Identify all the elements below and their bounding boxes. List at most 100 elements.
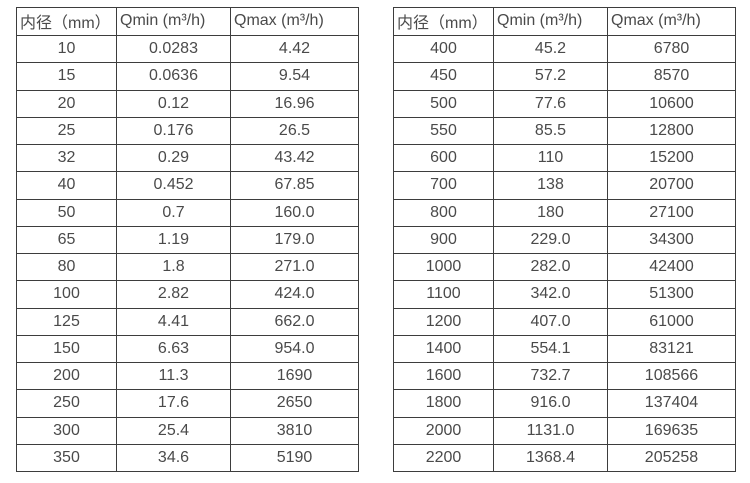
table-cell: 83121 — [607, 334, 736, 364]
table-cell: 65 — [16, 225, 117, 255]
table-row: 20 0.12 16.96 — [16, 89, 359, 118]
table-cell: 43.42 — [230, 143, 359, 173]
table-cell: 0.0636 — [116, 62, 231, 91]
table-cell: 169635 — [607, 416, 736, 445]
table-cell: 110 — [493, 143, 608, 173]
table-cell: 9.54 — [230, 62, 359, 91]
table-cell: 229.0 — [493, 225, 608, 255]
flow-rate-tables: 内径（mm） Qmin (m³/h) Qmax (m³/h) 10 0.0283 4… — [16, 7, 736, 473]
table-cell: 1800 — [393, 389, 494, 418]
table-cell: 108566 — [607, 361, 736, 391]
table-header: 内径（mm） Qmin (m³/h) Qmax (m³/h) — [16, 7, 359, 36]
table-row: 65 1.19 179.0 — [16, 225, 359, 255]
header-qmin: Qmin (m³/h) — [116, 7, 231, 36]
table-cell: 15 — [16, 62, 117, 91]
table-cell: 0.29 — [116, 143, 231, 173]
table-cell: 11.3 — [116, 361, 231, 391]
table-cell: 0.12 — [116, 89, 231, 118]
table-row: 2000 1131.0 169635 — [393, 416, 736, 445]
table-row: 1100 342.0 51300 — [393, 280, 736, 309]
table-cell: 51300 — [607, 280, 736, 309]
table-cell: 1.19 — [116, 225, 231, 255]
table-cell: 200 — [16, 361, 117, 391]
table-cell: 1368.4 — [493, 443, 608, 473]
table-cell: 1.8 — [116, 252, 231, 282]
table-row: 150 6.63 954.0 — [16, 334, 359, 364]
table-row: 500 77.6 10600 — [393, 89, 736, 118]
table-cell: 15200 — [607, 143, 736, 173]
table-cell: 125 — [16, 307, 117, 336]
header-diameter: 内径（mm） — [16, 7, 117, 36]
table-cell: 180 — [493, 198, 608, 227]
table-cell: 1131.0 — [493, 416, 608, 445]
table-cell: 6.63 — [116, 334, 231, 364]
table-cell: 25.4 — [116, 416, 231, 445]
table-row: 15 0.0636 9.54 — [16, 62, 359, 91]
header-row: 内径（mm） Qmin (m³/h) Qmax (m³/h) — [393, 7, 736, 36]
table-row: 25 0.176 26.5 — [16, 116, 359, 146]
table-row: 2200 1368.4 205258 — [393, 443, 736, 473]
table-cell: 12800 — [607, 116, 736, 146]
table-cell: 1400 — [393, 334, 494, 364]
table-row: 100 2.82 424.0 — [16, 280, 359, 309]
table-row: 32 0.29 43.42 — [16, 143, 359, 173]
table-cell: 4.41 — [116, 307, 231, 336]
table-cell: 179.0 — [230, 225, 359, 255]
header-qmin: Qmin (m³/h) — [493, 7, 608, 36]
table-cell: 20700 — [607, 171, 736, 200]
table-cell: 450 — [393, 62, 494, 91]
flow-rate-table-large-diameters: 内径（mm） Qmin (m³/h) Qmax (m³/h) 400 45.2 67… — [393, 7, 736, 473]
table-row: 250 17.6 2650 — [16, 389, 359, 418]
table-cell: 85.5 — [493, 116, 608, 146]
header-qmax: Qmax (m³/h) — [607, 7, 736, 36]
table-cell: 0.7 — [116, 198, 231, 227]
table-row: 300 25.4 3810 — [16, 416, 359, 445]
table-cell: 4.42 — [230, 34, 359, 64]
table-cell: 61000 — [607, 307, 736, 336]
table-row: 700 138 20700 — [393, 171, 736, 200]
table-cell: 0.452 — [116, 171, 231, 200]
table-cell: 34.6 — [116, 443, 231, 473]
table-cell: 10 — [16, 34, 117, 64]
table-header: 内径（mm） Qmin (m³/h) Qmax (m³/h) — [393, 7, 736, 36]
table-row: 1200 407.0 61000 — [393, 307, 736, 336]
header-row: 内径（mm） Qmin (m³/h) Qmax (m³/h) — [16, 7, 359, 36]
table-cell: 2000 — [393, 416, 494, 445]
header-diameter: 内径（mm） — [393, 7, 494, 36]
table-cell: 954.0 — [230, 334, 359, 364]
table-cell: 10600 — [607, 89, 736, 118]
table-row: 400 45.2 6780 — [393, 34, 736, 64]
table-cell: 40 — [16, 171, 117, 200]
table-row: 200 11.3 1690 — [16, 361, 359, 391]
table-cell: 900 — [393, 225, 494, 255]
table-row: 800 180 27100 — [393, 198, 736, 227]
table-cell: 2200 — [393, 443, 494, 473]
table-cell: 20 — [16, 89, 117, 118]
table-cell: 2650 — [230, 389, 359, 418]
table-cell: 732.7 — [493, 361, 608, 391]
table-row: 1800 916.0 137404 — [393, 389, 736, 418]
table-cell: 80 — [16, 252, 117, 282]
table-cell: 45.2 — [493, 34, 608, 64]
table-cell: 700 — [393, 171, 494, 200]
table-row: 125 4.41 662.0 — [16, 307, 359, 336]
table-cell: 1000 — [393, 252, 494, 282]
table-body: 400 45.2 6780 450 57.2 8570 500 77.6 10600 550 85.… — [393, 34, 736, 473]
table-cell: 1600 — [393, 361, 494, 391]
table-row: 1000 282.0 42400 — [393, 252, 736, 282]
table-cell: 50 — [16, 198, 117, 227]
table-cell: 0.176 — [116, 116, 231, 146]
table-cell: 342.0 — [493, 280, 608, 309]
table-cell: 800 — [393, 198, 494, 227]
table-cell: 138 — [493, 171, 608, 200]
table-cell: 3810 — [230, 416, 359, 445]
table-cell: 100 — [16, 280, 117, 309]
table-cell: 67.85 — [230, 171, 359, 200]
table-body: 10 0.0283 4.42 15 0.0636 9.54 20 0.12 16.96 25 0.1… — [16, 34, 359, 473]
table-cell: 662.0 — [230, 307, 359, 336]
table-cell: 400 — [393, 34, 494, 64]
table-row: 80 1.8 271.0 — [16, 252, 359, 282]
table-cell: 554.1 — [493, 334, 608, 364]
table-cell: 1690 — [230, 361, 359, 391]
